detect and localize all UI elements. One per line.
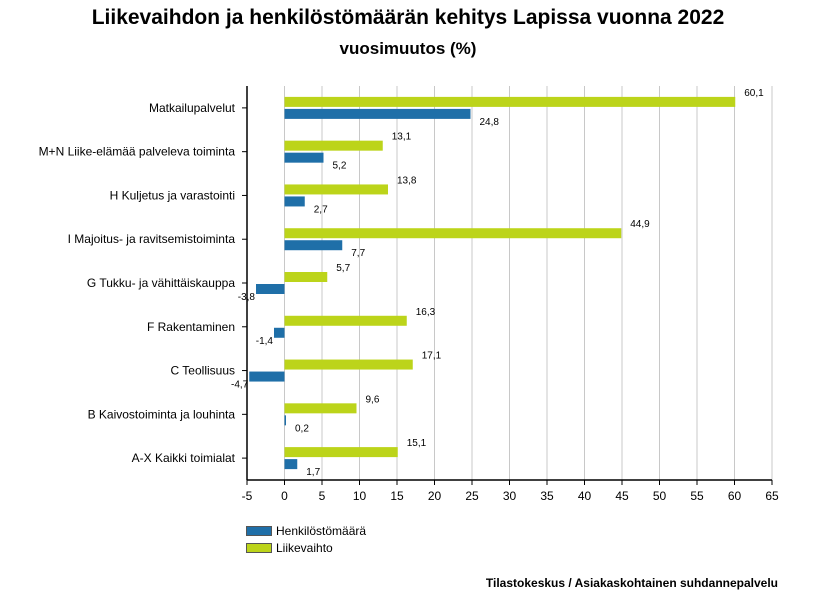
category-label: H Kuljetus ja varastointi xyxy=(110,188,235,202)
data-label-liikevaihto: 13,8 xyxy=(397,175,417,186)
bar-liikevaihto xyxy=(284,140,383,151)
bar-liikevaihto xyxy=(284,447,398,458)
bar-henkilostomaara xyxy=(284,459,298,470)
bar-henkilostomaara xyxy=(256,284,285,294)
legend: Henkilöstömäärä Liikevaihto xyxy=(246,522,366,556)
category-label: I Majoitus- ja ravitsemistoiminta xyxy=(68,232,236,246)
data-label-liikevaihto: 9,6 xyxy=(366,394,380,405)
legend-swatch-henkilosto xyxy=(246,525,272,536)
x-tick-label: 60 xyxy=(728,489,742,503)
bar-henkilostomaara xyxy=(284,108,471,119)
bar-liikevaihto xyxy=(284,359,413,370)
data-label-henkilostomaara: 24,8 xyxy=(480,117,500,128)
legend-label-liikevaihto: Liikevaihto xyxy=(276,540,333,555)
bar-liikevaihto xyxy=(284,228,622,239)
legend-item-liikevaihto: Liikevaihto xyxy=(246,539,366,556)
data-label-henkilostomaara: 5,2 xyxy=(333,161,347,172)
source-note: Tilastokeskus / Asiakaskohtainen suhdann… xyxy=(485,576,778,590)
x-tick-label: 50 xyxy=(653,489,667,503)
legend-swatch-liikevaihto xyxy=(246,542,272,553)
bar-henkilostomaara xyxy=(284,415,286,426)
data-label-henkilostomaara: 0,2 xyxy=(295,423,309,434)
bar-henkilostomaara xyxy=(249,371,285,382)
chart-subtitle: vuosimuutos (%) xyxy=(339,39,477,58)
x-tick-label: -5 xyxy=(242,489,253,503)
category-label: A-X Kaikki toimialat xyxy=(132,451,236,465)
x-tick-label: 5 xyxy=(319,489,326,503)
data-label-liikevaihto: 15,1 xyxy=(407,438,427,449)
data-label-liikevaihto: 44,9 xyxy=(630,219,650,230)
bar-liikevaihto xyxy=(284,272,328,282)
data-label-liikevaihto: 60,1 xyxy=(744,88,764,99)
chart-title: Liikevaihdon ja henkilöstömäärän kehitys… xyxy=(91,6,725,29)
x-tick-label: 20 xyxy=(428,489,442,503)
category-label: G Tukku- ja vähittäiskauppa xyxy=(87,276,235,290)
category-label: F Rakentaminen xyxy=(147,320,235,334)
bar-henkilostomaara xyxy=(284,240,343,251)
legend-item-henkilosto: Henkilöstömäärä xyxy=(246,522,366,539)
bar-henkilostomaara xyxy=(284,152,324,163)
x-tick-label: 45 xyxy=(615,489,629,503)
x-tick-label: 25 xyxy=(465,489,479,503)
data-label-liikevaihto: 5,7 xyxy=(336,263,350,274)
category-label: C Teollisuus xyxy=(171,364,235,378)
x-tick-label: 30 xyxy=(503,489,517,503)
category-label: Matkailupalvelut xyxy=(149,101,236,115)
x-tick-label: 10 xyxy=(353,489,367,503)
x-tick-label: 65 xyxy=(765,489,779,503)
data-label-henkilostomaara: 1,7 xyxy=(306,467,320,478)
bar-liikevaihto xyxy=(284,184,388,195)
bar-liikevaihto xyxy=(284,315,407,326)
bar-liikevaihto xyxy=(284,96,736,107)
bar-henkilostomaara xyxy=(284,196,305,207)
data-label-liikevaihto: 13,1 xyxy=(392,132,412,143)
bar-henkilostomaara xyxy=(274,327,285,338)
legend-label-henkilosto: Henkilöstömäärä xyxy=(276,523,367,538)
data-label-henkilostomaara: 2,7 xyxy=(314,204,328,215)
x-tick-label: 40 xyxy=(578,489,592,503)
data-label-henkilostomaara: 7,7 xyxy=(351,248,365,259)
data-label-henkilostomaara: -1,4 xyxy=(256,336,274,347)
data-label-henkilostomaara: -4,7 xyxy=(231,380,249,391)
data-label-liikevaihto: 16,3 xyxy=(416,307,436,318)
data-label-henkilostomaara: -3,8 xyxy=(238,292,256,303)
x-tick-label: 15 xyxy=(390,489,404,503)
data-label-liikevaihto: 17,1 xyxy=(422,351,442,362)
category-label: M+N Liike-elämää palveleva toiminta xyxy=(39,145,236,159)
category-label: B Kaivostoiminta ja louhinta xyxy=(88,407,236,421)
bar-liikevaihto xyxy=(284,403,357,414)
x-tick-label: 35 xyxy=(540,489,554,503)
x-tick-label: 55 xyxy=(690,489,704,503)
x-tick-label: 0 xyxy=(281,489,288,503)
